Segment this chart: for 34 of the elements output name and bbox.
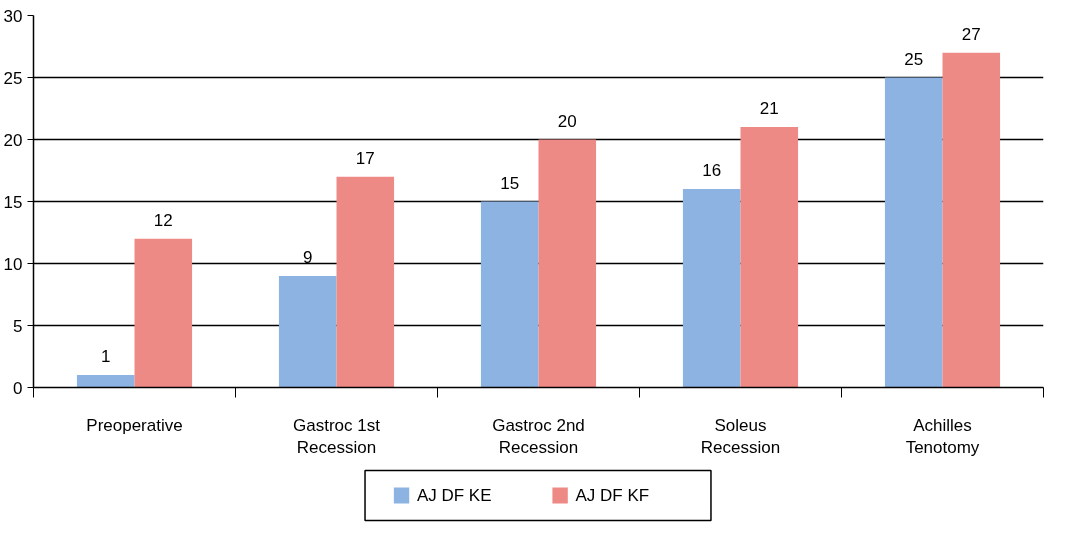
data-label: 21 bbox=[759, 99, 779, 119]
bar bbox=[480, 201, 539, 388]
bar bbox=[336, 176, 395, 388]
bar bbox=[682, 189, 741, 388]
data-label: 20 bbox=[557, 111, 577, 131]
y-tick-label: 20 bbox=[3, 130, 23, 150]
y-tick-label: 10 bbox=[3, 254, 23, 274]
data-label: 12 bbox=[153, 210, 173, 230]
bar bbox=[884, 77, 943, 388]
legend-label: AJ DF KE bbox=[416, 486, 492, 505]
data-label: 1 bbox=[100, 347, 111, 367]
x-tick-label: Soleus Recession bbox=[700, 415, 781, 458]
data-label: 15 bbox=[500, 173, 520, 193]
y-tick-label: 5 bbox=[13, 316, 23, 336]
bar bbox=[740, 127, 799, 388]
bar bbox=[942, 52, 1001, 388]
y-tick-label: 30 bbox=[3, 6, 23, 26]
data-label: 9 bbox=[302, 247, 313, 267]
y-tick-label: 25 bbox=[3, 68, 23, 88]
data-label: 25 bbox=[904, 49, 924, 69]
data-label: 27 bbox=[961, 24, 981, 44]
bar bbox=[538, 139, 597, 388]
legend-label: AJ DF KF bbox=[575, 486, 650, 505]
bar bbox=[278, 275, 337, 388]
y-tick-label: 15 bbox=[3, 192, 23, 212]
x-tick-label: Preoperative bbox=[86, 415, 183, 435]
x-tick-label: Gastroc 2nd Recession bbox=[492, 415, 585, 458]
y-tick-label: 0 bbox=[13, 378, 23, 398]
data-label: 16 bbox=[702, 161, 722, 181]
bar bbox=[76, 375, 135, 388]
x-tick-label: Achilles Tenotomy bbox=[905, 415, 980, 458]
x-tick-label: Gastroc 1st Recession bbox=[293, 415, 381, 458]
data-label: 17 bbox=[355, 148, 375, 168]
bar bbox=[134, 238, 193, 388]
